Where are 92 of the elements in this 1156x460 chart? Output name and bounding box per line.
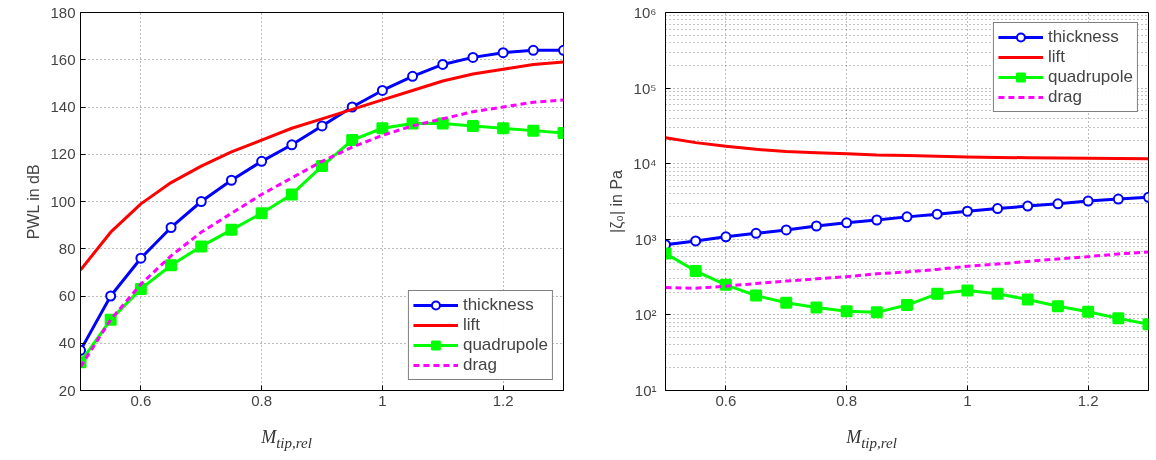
point — [1051, 300, 1064, 313]
point — [1112, 312, 1125, 325]
point — [690, 235, 702, 247]
point — [346, 134, 359, 147]
point — [961, 284, 974, 297]
legend-label: lift — [462, 315, 481, 335]
point — [436, 117, 449, 130]
point — [285, 188, 298, 201]
y-tick-label: 180 — [50, 3, 76, 21]
point — [1082, 305, 1095, 318]
y-tick-label: 160 — [50, 50, 76, 68]
y-tick-label: 10³ — [634, 230, 657, 248]
y-tick-label: 10⁵ — [633, 79, 657, 97]
point — [841, 217, 853, 229]
point — [840, 305, 853, 318]
point — [527, 124, 540, 137]
y-tick-label: 120 — [50, 145, 76, 163]
legend-label: thickness — [1047, 27, 1119, 47]
point — [135, 252, 147, 264]
y-tick-label: 100 — [50, 192, 76, 210]
point — [165, 259, 178, 272]
legend-label: lift — [1047, 47, 1066, 67]
point — [931, 208, 943, 220]
point — [497, 47, 509, 59]
x-tick-label: 0.6 — [715, 391, 737, 409]
point — [871, 214, 883, 226]
y-tick-label: 10⁶ — [633, 4, 657, 21]
point — [437, 58, 449, 70]
point — [376, 84, 388, 96]
y-tick-label: 10¹ — [634, 382, 657, 399]
point — [780, 296, 793, 309]
point — [316, 120, 328, 132]
point — [992, 203, 1004, 215]
point — [750, 227, 762, 239]
legend-label: thickness — [462, 295, 534, 315]
y-tick-label: 40 — [58, 334, 76, 352]
point — [961, 205, 973, 217]
x-axis-title: M$_{tip,rel}$ — [260, 426, 313, 453]
point — [870, 306, 883, 319]
x-tick-label: 0.6 — [130, 391, 152, 409]
point — [195, 196, 207, 207]
point — [195, 240, 208, 253]
y-tick-label: 20 — [58, 381, 76, 399]
point — [497, 122, 510, 135]
point — [1022, 200, 1034, 212]
point — [376, 122, 389, 135]
x-tick-label: 1.2 — [1077, 391, 1099, 409]
x-tick-label: 0.8 — [836, 391, 858, 409]
y-tick-label: 10² — [634, 306, 657, 324]
point — [750, 289, 763, 302]
y-tick-label: 140 — [50, 98, 76, 115]
point — [467, 51, 479, 63]
point — [991, 287, 1004, 300]
legend-label: quadrupole — [1047, 67, 1133, 87]
line-series — [80, 60, 564, 272]
line-series — [665, 136, 1149, 161]
point — [720, 231, 732, 243]
x-axis-title: M$_{tip,rel}$ — [845, 426, 898, 453]
point — [810, 220, 822, 232]
point — [466, 119, 479, 132]
point — [527, 44, 539, 56]
point — [225, 174, 237, 186]
y-tick-label: 60 — [58, 287, 76, 304]
y-axis-title: PWL in dB — [25, 164, 43, 240]
x-tick-label: 1 — [963, 391, 972, 409]
y-axis-title: |ζ₀| in Pa — [608, 169, 627, 233]
legend-label: drag — [1047, 87, 1082, 107]
x-tick-label: 0.8 — [251, 391, 273, 409]
point — [1082, 195, 1094, 207]
point — [931, 287, 944, 300]
x-tick-label: 1 — [378, 391, 387, 409]
point — [225, 223, 238, 236]
legend-label: quadrupole — [462, 335, 548, 355]
x-tick-label: 1.2 — [492, 391, 514, 409]
point — [1021, 293, 1034, 306]
point — [165, 222, 177, 233]
point — [1112, 193, 1124, 205]
y-tick-label: 80 — [58, 239, 76, 257]
point — [810, 301, 823, 314]
point — [105, 290, 117, 302]
legend-label: drag — [462, 355, 497, 375]
point — [255, 207, 268, 220]
point — [286, 139, 298, 151]
line-series — [665, 250, 1149, 290]
point — [901, 211, 913, 223]
point — [780, 224, 792, 236]
point — [689, 265, 702, 278]
point — [901, 299, 913, 312]
y-tick-label: 10⁴ — [633, 155, 657, 173]
point — [1052, 198, 1064, 210]
point — [256, 155, 268, 167]
point — [407, 70, 419, 82]
